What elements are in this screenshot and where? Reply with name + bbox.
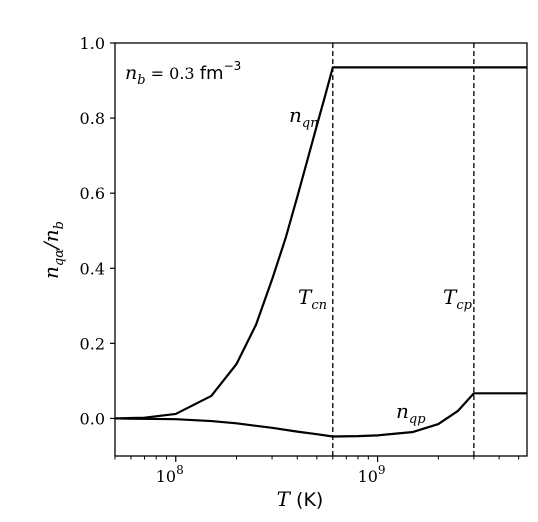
x-tick-label: 109 [358, 463, 386, 486]
series-label-nqn: nqn [289, 103, 319, 131]
tcn-label: Tcn [298, 285, 327, 313]
plot-frame [114, 42, 528, 457]
x-axis-label: T (K) [277, 487, 324, 511]
y-tick-label: 0.4 [80, 259, 105, 278]
y-tick-label: 0.0 [80, 409, 105, 428]
x-tick-label: 108 [156, 463, 184, 486]
y-tick-label: 0.6 [80, 184, 105, 203]
svg-text:nqα/nb: nqα/nb [39, 221, 67, 279]
density-annotation: nb = 0.3 fm−3 [125, 59, 241, 88]
y-tick-label: 0.2 [80, 334, 105, 353]
series-line-nqn [114, 66, 527, 420]
series-line-nqp [114, 392, 527, 438]
y-tick-label: 1.0 [80, 34, 105, 53]
tcp-label: Tcp [443, 285, 473, 313]
y-axis-label: nqα/nb [39, 221, 67, 279]
series-label-nqp: nqp [396, 399, 426, 427]
y-tick-label: 0.8 [80, 109, 105, 128]
